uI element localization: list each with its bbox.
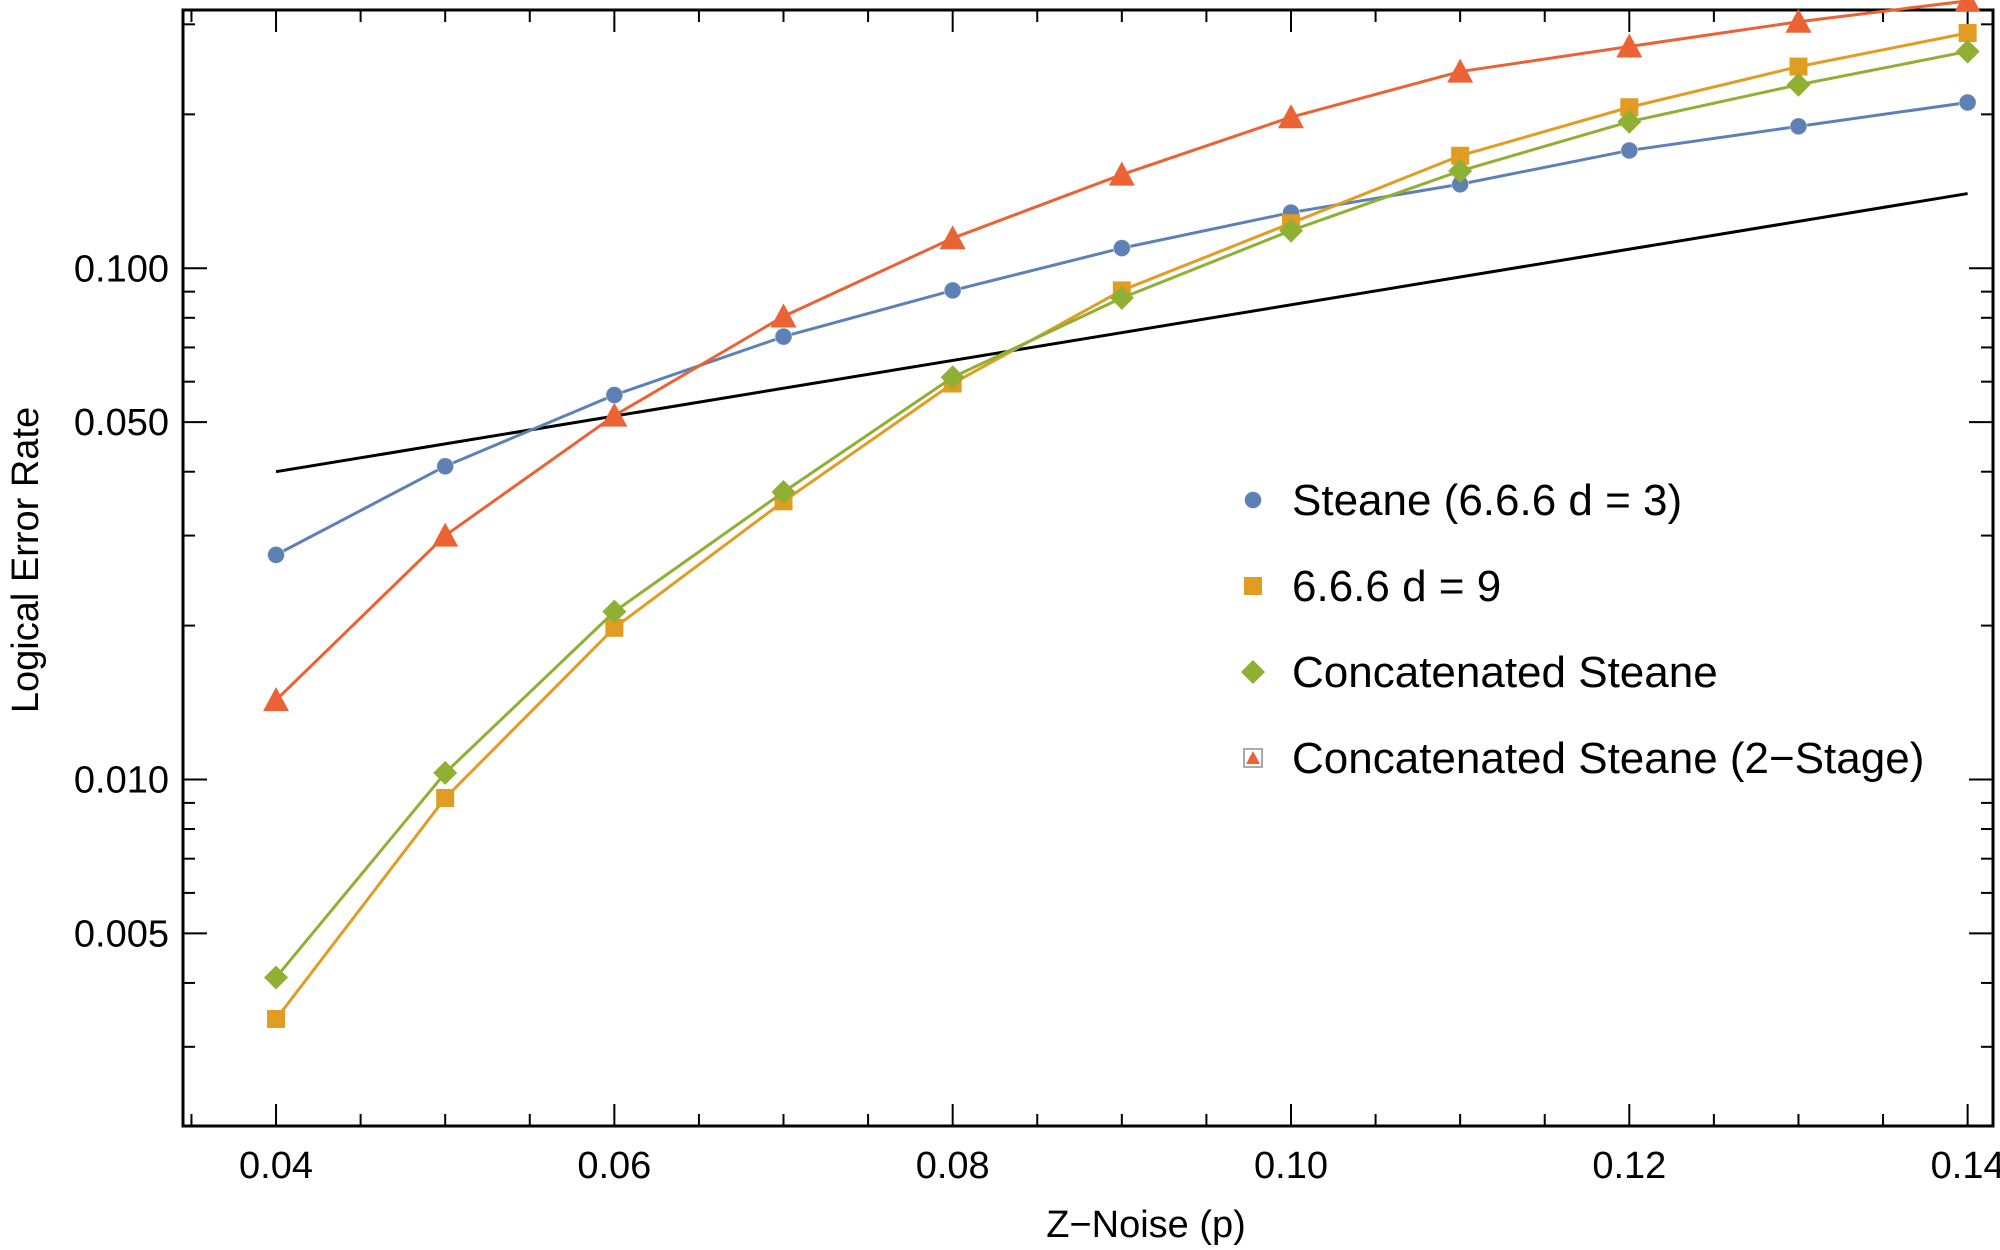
legend-item: 6.6.6 d = 9 bbox=[1244, 562, 1501, 611]
data-point bbox=[1451, 146, 1470, 165]
legend-item: Concatenated Steane (2−Stage) bbox=[1243, 734, 1924, 783]
data-point bbox=[605, 618, 624, 637]
data-point bbox=[263, 687, 290, 712]
x-tick-label: 0.12 bbox=[1592, 1145, 1666, 1187]
data-point bbox=[1112, 239, 1131, 258]
data-point bbox=[771, 480, 796, 505]
plot-area bbox=[263, 0, 1981, 1029]
data-point bbox=[1448, 158, 1473, 183]
data-point bbox=[1109, 285, 1134, 310]
data-point bbox=[1958, 24, 1977, 43]
reference-line bbox=[275, 192, 1968, 474]
legend-swatch bbox=[1241, 660, 1265, 684]
legend-swatch bbox=[1244, 491, 1262, 509]
legend: Steane (6.6.6 d = 3) 6.6.6 d = 9 Concatena… bbox=[1241, 476, 1924, 783]
x-axis-label: Z−Noise (p) bbox=[1046, 1204, 1246, 1246]
data-point bbox=[1620, 141, 1639, 160]
x-tick-label: 0.14 bbox=[1931, 1145, 2000, 1187]
plot-frame bbox=[181, 8, 1995, 1128]
x-tick-label: 0.06 bbox=[577, 1145, 651, 1187]
data-point bbox=[1447, 58, 1474, 83]
data-point bbox=[602, 599, 627, 624]
data-point bbox=[770, 303, 797, 328]
legend-swatch bbox=[1244, 577, 1262, 595]
x-tick-label: 0.10 bbox=[1254, 1145, 1328, 1187]
data-point bbox=[432, 522, 459, 547]
data-point bbox=[940, 365, 965, 390]
y-axis-label: Logical Error Rate bbox=[5, 407, 47, 713]
data-point bbox=[1955, 39, 1980, 64]
data-point bbox=[1108, 161, 1135, 186]
legend-item: Steane (6.6.6 d = 3) bbox=[1244, 476, 1682, 525]
data-point bbox=[267, 1010, 286, 1029]
data-point bbox=[939, 225, 966, 250]
data-point bbox=[1789, 117, 1808, 136]
data-point bbox=[1954, 0, 1981, 12]
data-point bbox=[605, 386, 624, 404]
series-diamond bbox=[264, 39, 1980, 990]
data-point bbox=[1616, 33, 1643, 58]
data-point bbox=[1786, 72, 1811, 97]
x-tick-label: 0.08 bbox=[916, 1145, 990, 1187]
legend-label: 6.6.6 d = 9 bbox=[1292, 562, 1501, 611]
data-point bbox=[601, 402, 628, 427]
data-point bbox=[1789, 57, 1808, 76]
data-point bbox=[433, 760, 458, 785]
series-circle bbox=[267, 93, 1977, 564]
data-point bbox=[774, 327, 793, 346]
data-point bbox=[264, 965, 289, 990]
data-point bbox=[1277, 104, 1304, 129]
axes: 0.04 0.06 0.08 0.10 0.12 0.14 0.005 0.010 0.050 0… bbox=[74, 8, 2000, 1187]
x-tick-label: 0.04 bbox=[239, 1145, 313, 1187]
data-point bbox=[1278, 218, 1303, 243]
y-tick-label: 0.050 bbox=[74, 402, 169, 444]
data-point bbox=[1785, 8, 1812, 33]
legend-label: Concatenated Steane (2−Stage) bbox=[1292, 734, 1924, 783]
y-tick-label: 0.010 bbox=[74, 759, 169, 801]
data-point bbox=[267, 545, 285, 564]
y-tick-label: 0.100 bbox=[74, 248, 169, 290]
series-triangle bbox=[263, 0, 1981, 712]
data-point bbox=[436, 789, 455, 808]
data-point bbox=[1958, 93, 1977, 112]
legend-item: Concatenated Steane bbox=[1241, 648, 1718, 697]
data-point bbox=[436, 457, 455, 476]
legend-label: Concatenated Steane bbox=[1292, 648, 1718, 697]
data-point bbox=[943, 281, 962, 300]
data-point bbox=[1620, 98, 1639, 117]
legend-label: Steane (6.6.6 d = 3) bbox=[1292, 476, 1682, 525]
y-tick-label: 0.005 bbox=[74, 913, 169, 955]
legend-swatch bbox=[1246, 751, 1260, 764]
data-point bbox=[1617, 109, 1642, 134]
